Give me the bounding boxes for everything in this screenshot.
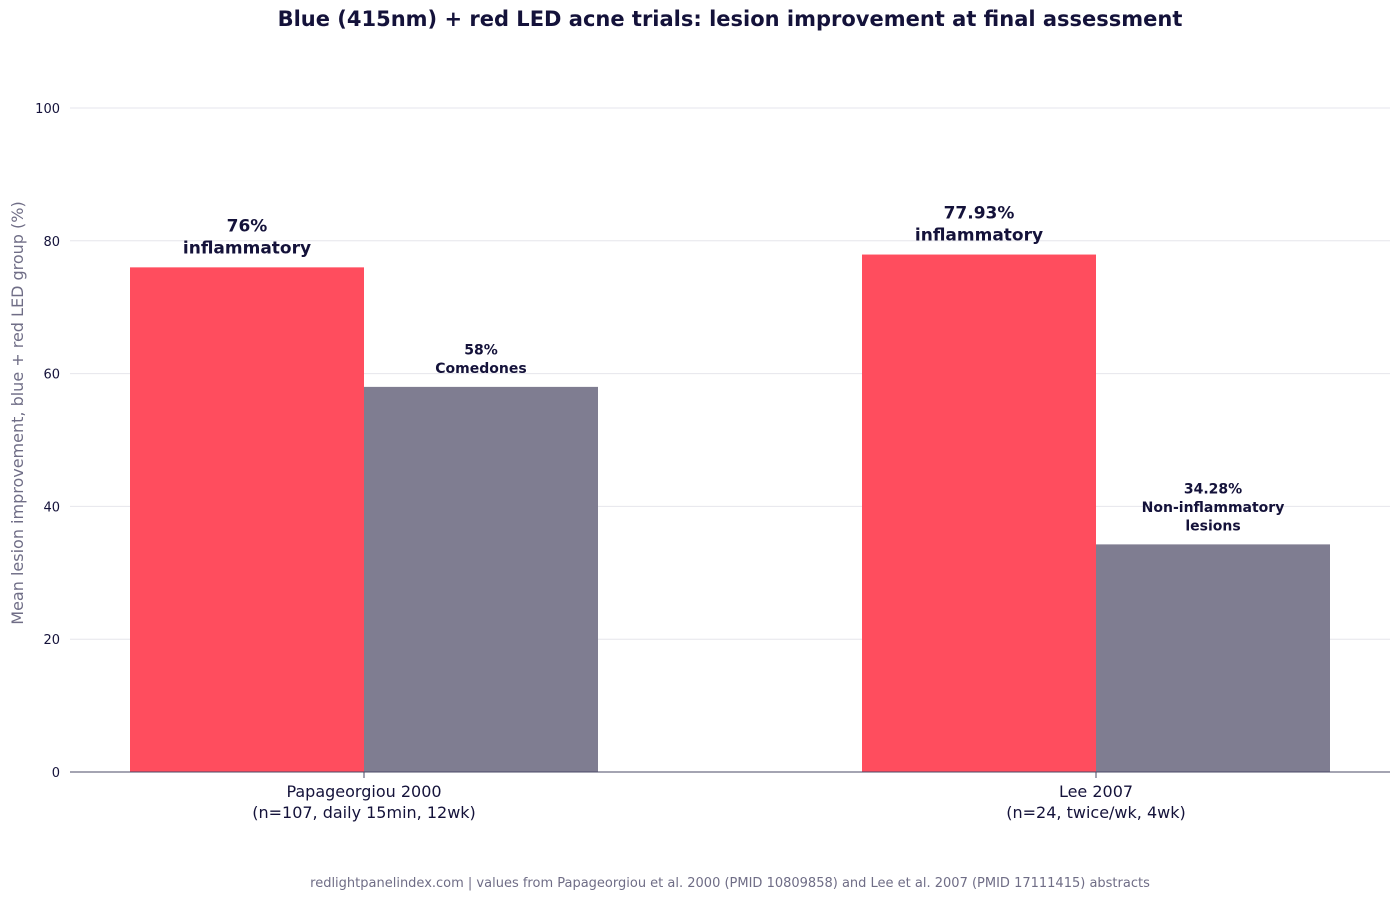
x-tick-label-line: (n=24, twice/wk, 4wk) bbox=[1006, 803, 1185, 822]
bar-value-label-line: Comedones bbox=[435, 361, 526, 377]
x-tick-label: Lee 2007 (n=24, twice/wk, 4wk) bbox=[1006, 782, 1185, 822]
bar-value-label: 34.28% Non-inflammatory lesions bbox=[1142, 481, 1285, 534]
y-tick-label: 80 bbox=[43, 235, 60, 250]
bar-value-label-line: lesions bbox=[1185, 518, 1240, 534]
bar bbox=[1096, 544, 1330, 772]
y-tick-label: 0 bbox=[52, 766, 60, 781]
bar bbox=[130, 267, 364, 772]
y-tick-label: 20 bbox=[43, 633, 60, 648]
bar-value-label-line: 76% bbox=[227, 216, 268, 236]
y-axis-label: Mean lesion improvement, blue + red LED … bbox=[8, 201, 27, 624]
bar-value-label-line: inflammatory bbox=[183, 238, 311, 258]
bar bbox=[862, 254, 1096, 772]
bar-value-label-line: 77.93% bbox=[944, 204, 1015, 224]
x-tick-label-line: Lee 2007 bbox=[1059, 782, 1133, 801]
bar-value-label-line: inflammatory bbox=[915, 226, 1043, 246]
bar-value-label-line: Non-inflammatory bbox=[1142, 500, 1285, 516]
chart-title: Blue (415nm) + red LED acne trials: lesi… bbox=[278, 7, 1183, 31]
x-tick-label-line: (n=107, daily 15min, 12wk) bbox=[252, 803, 476, 822]
bar-value-label-line: 34.28% bbox=[1184, 481, 1242, 497]
bar-value-label-line: 58% bbox=[464, 342, 498, 358]
y-tick-label: 60 bbox=[43, 368, 60, 383]
bar-value-label: 76% inflammatory bbox=[183, 216, 311, 258]
source-caption: redlightpanelindex.com | values from Pap… bbox=[310, 876, 1150, 891]
x-tick-label: Papageorgiou 2000 (n=107, daily 15min, 12… bbox=[252, 782, 476, 822]
y-tick-label: 40 bbox=[43, 500, 60, 515]
bars bbox=[130, 254, 1330, 772]
y-tick-label: 100 bbox=[35, 102, 60, 117]
x-tick-label-line: Papageorgiou 2000 bbox=[286, 782, 441, 801]
bar-value-label: 77.93% inflammatory bbox=[915, 204, 1043, 246]
x-tick-labels: Papageorgiou 2000 (n=107, daily 15min, 12… bbox=[252, 772, 1186, 822]
bar-value-label: 58% Comedones bbox=[435, 342, 526, 377]
y-tick-labels: 0 20 40 60 80 100 bbox=[35, 102, 60, 781]
bar bbox=[364, 386, 598, 772]
